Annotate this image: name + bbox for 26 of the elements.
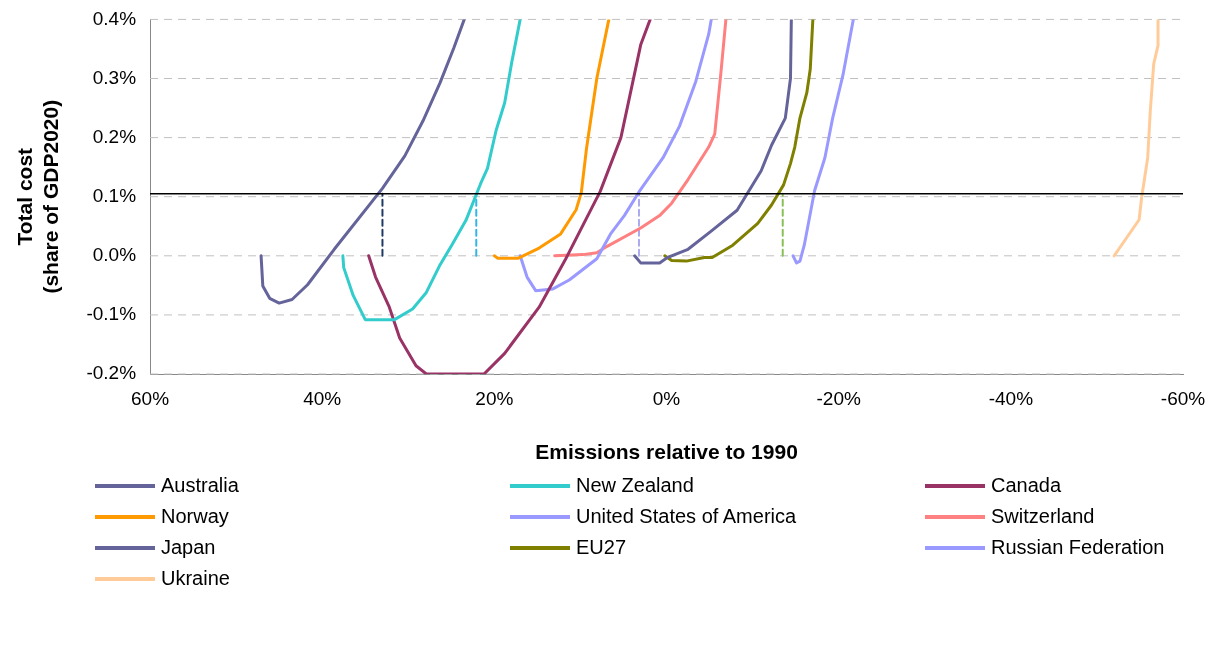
x-tick-label: -40%	[988, 387, 1034, 409]
y-tick-label: 0.0%	[92, 244, 137, 266]
legend-label: Japan	[161, 536, 216, 559]
legend-label: EU27	[576, 536, 627, 559]
x-axis-title: Emissions relative to 1990	[535, 440, 798, 464]
legend-label: Australia	[161, 474, 239, 497]
legend-label: Switzerland	[991, 505, 1095, 528]
x-tick-label: 20%	[475, 387, 514, 409]
x-tick-label: -60%	[1160, 387, 1206, 409]
y-tick-label: 0.4%	[92, 7, 137, 29]
y-axis-title: Total cost (share of GDP2020)	[13, 99, 62, 294]
legend-label: Canada	[991, 474, 1062, 497]
y-tick-label: 0.3%	[92, 66, 137, 88]
legend-label: United States of America	[576, 505, 797, 528]
x-tick-label: 40%	[303, 387, 342, 409]
y-tick-label: 0.2%	[92, 125, 137, 147]
x-tick-label: -20%	[816, 387, 861, 409]
y-tick-label: -0.2%	[86, 362, 137, 384]
legend-label: Ukraine	[161, 567, 230, 590]
legend-label: Norway	[161, 505, 229, 528]
x-tick-label: 0%	[652, 387, 681, 409]
legend-label: Russian Federation	[991, 536, 1165, 559]
legend-label: New Zealand	[576, 474, 694, 497]
x-tick-label: 60%	[131, 387, 170, 409]
y-tick-label: -0.1%	[86, 303, 137, 325]
y-tick-label: 0.1%	[92, 184, 137, 206]
